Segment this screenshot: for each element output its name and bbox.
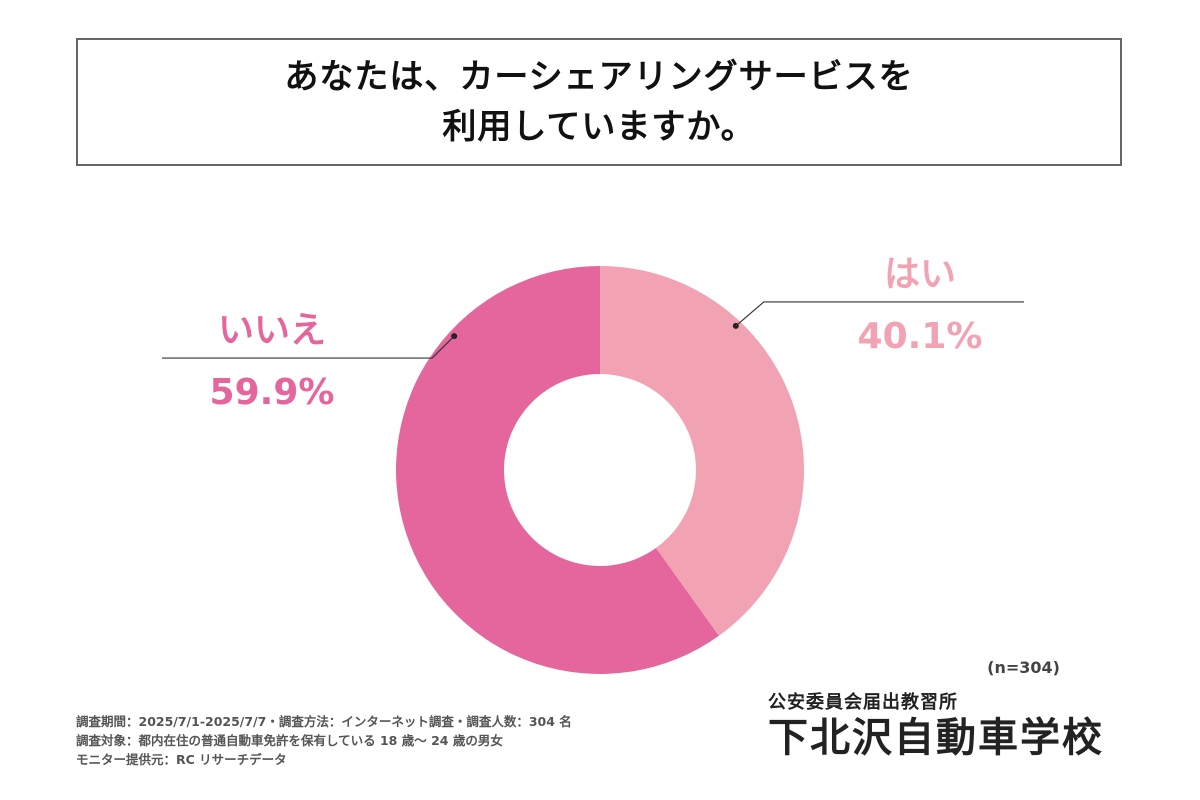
survey-target-note: 調査対象：都内在住の普通自動車免許を保有している 18 歳～ 24 歳の男女 — [76, 733, 503, 748]
brand-name: 下北沢自動車学校 — [768, 715, 1104, 761]
brand-logo: 公安委員会届出教習所 下北沢自動車学校 — [768, 692, 1128, 762]
brand-subtitle: 公安委員会届出教習所 — [768, 692, 958, 713]
slice-no — [395, 266, 719, 675]
slice-yes — [600, 266, 804, 636]
leader-line-yes — [735, 301, 1024, 327]
title-line-2: 利用していますか。 — [442, 107, 756, 147]
category-label-no: いいえ — [218, 310, 326, 351]
monitor-source-note: モニター提供元：RC リサーチデータ — [76, 752, 287, 767]
sample-size-label: (n=304) — [987, 658, 1060, 677]
survey-period-note: 調査期間：2025/7/1-2025/7/7・調査方法：インターネット調査・調査… — [76, 714, 572, 729]
leader-line-no — [162, 335, 455, 359]
percent-label-yes: 40.1% — [858, 316, 983, 357]
percent-label-no: 59.9% — [210, 372, 335, 413]
category-label-yes: はい — [884, 254, 956, 295]
title-line-1: あなたは、カーシェアリングサービスを — [284, 57, 914, 97]
title-box: あなたは、カーシェアリングサービスを 利用していますか。 — [76, 38, 1122, 166]
survey-notes: 調査期間：2025/7/1-2025/7/7・調査方法：インターネット調査・調査… — [76, 712, 572, 769]
